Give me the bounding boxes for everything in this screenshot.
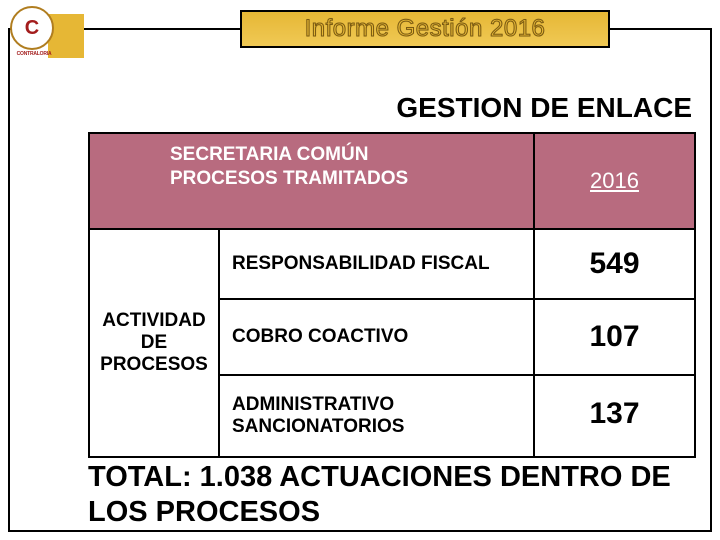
value-column: 549 107 137 [535, 230, 694, 456]
value-cell: 549 [535, 230, 694, 300]
table-body-left: ACTIVIDAD DE PROCESOS RESPONSABILIDAD FI… [90, 230, 535, 456]
activity-cell: COBRO COACTIVO [220, 300, 533, 376]
logo-subtitle: CONTRALORIA [10, 51, 58, 57]
section-title: GESTION DE ENLACE [396, 92, 692, 124]
logo-circle: C [10, 6, 54, 50]
value-cell: 107 [535, 300, 694, 376]
activity-cell: RESPONSABILIDAD FISCAL [220, 230, 533, 300]
rowspan-label: ACTIVIDAD DE PROCESOS [90, 230, 218, 456]
activity-column: RESPONSABILIDAD FISCAL COBRO COACTIVO AD… [218, 230, 533, 456]
title-banner: Informe Gestión 2016 [240, 10, 610, 48]
table-header-left: SECRETARIA COMÚN PROCESOS TRAMITADOS [90, 134, 535, 228]
process-table: SECRETARIA COMÚN PROCESOS TRAMITADOS 201… [88, 132, 696, 458]
table-body: ACTIVIDAD DE PROCESOS RESPONSABILIDAD FI… [90, 228, 694, 456]
header-line1: SECRETARIA COMÚN [170, 144, 519, 166]
total-text: TOTAL: 1.038 ACTUACIONES DENTRO DE LOS P… [88, 460, 696, 530]
value-cell: 137 [535, 376, 694, 452]
title-text: Informe Gestión 2016 [305, 15, 546, 43]
content-frame: GESTION DE ENLACE SECRETARIA COMÚN PROCE… [8, 28, 712, 532]
logo-initial: C [25, 17, 39, 40]
logo: C CONTRALORIA [10, 6, 58, 54]
table-header-row: SECRETARIA COMÚN PROCESOS TRAMITADOS 201… [90, 134, 694, 228]
activity-cell: ADMINISTRATIVO SANCIONATORIOS [220, 376, 533, 456]
header-line2: PROCESOS TRAMITADOS [170, 168, 519, 190]
table-header-year: 2016 [535, 134, 694, 228]
